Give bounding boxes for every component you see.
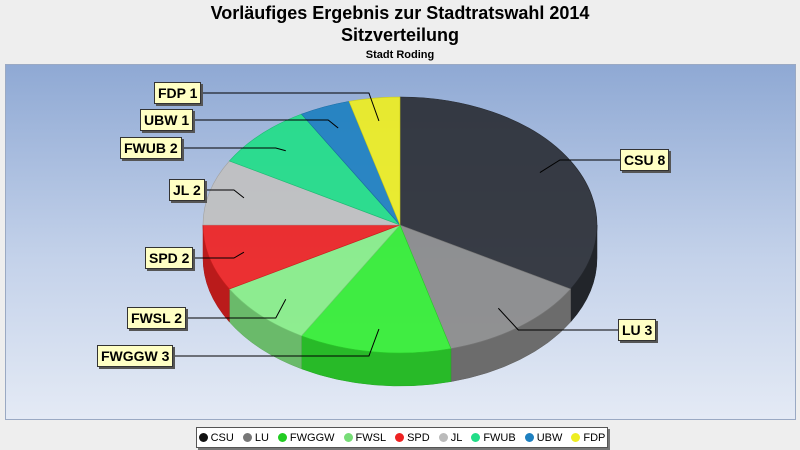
leader-lu	[497, 307, 618, 331]
legend-label: UBW	[536, 431, 563, 444]
slice-fdp	[348, 96, 401, 226]
pie-top	[202, 96, 598, 354]
legend-item-fwub: FWUB	[471, 431, 516, 444]
slice-fwsl	[228, 224, 401, 337]
legend-swatch	[524, 433, 534, 442]
callout-fwub: FWUB 2	[120, 137, 182, 159]
slice-fwub	[228, 113, 401, 226]
legend-item-fwggw: FWGGW	[277, 431, 335, 444]
legend-swatch	[277, 433, 287, 442]
legend-swatch	[343, 433, 353, 442]
slice-lu	[399, 224, 572, 349]
legend-label: CSU	[210, 431, 234, 444]
legend-swatch	[242, 433, 252, 442]
chart-caption: Stadt Roding	[365, 49, 435, 61]
legend-label: JL	[450, 431, 463, 444]
legend-swatch	[571, 433, 581, 442]
pie-side-walls	[202, 224, 598, 387]
callout-spd: SPD 2	[145, 247, 194, 269]
leader-fdp	[201, 92, 380, 122]
slice-csu	[399, 96, 598, 290]
legend-swatch	[471, 433, 481, 442]
leader-csu	[539, 159, 620, 173]
leader-fwggw	[173, 328, 380, 357]
chart-subtitle: Sitzverteilung	[340, 25, 460, 45]
leader-lines	[173, 92, 620, 357]
legend-label: FWUB	[483, 431, 516, 444]
callout-csu: CSU 8	[620, 149, 670, 171]
callout-ubw: UBW 1	[140, 109, 194, 131]
legend-item-fdp: FDP	[571, 432, 605, 444]
callout-fwsl: FWSL 2	[127, 307, 187, 329]
leader-ubw	[193, 119, 339, 129]
legend-label: LU	[254, 431, 269, 444]
legend-item-jl: JL	[438, 431, 463, 444]
leader-spd	[193, 251, 245, 259]
legend-item-csu: CSU	[198, 431, 234, 444]
slice-fwggw	[300, 224, 452, 354]
legend-item-spd: SPD	[395, 432, 430, 444]
slice-jl	[202, 160, 401, 226]
callout-lu: LU 3	[618, 319, 657, 341]
callout-jl: JL 2	[169, 179, 205, 201]
legend-swatch	[395, 433, 405, 442]
callout-fdp: FDP 1	[154, 82, 202, 104]
legend-label: FWSL	[355, 431, 387, 444]
leader-fwsl	[186, 298, 287, 319]
legend-swatch	[438, 433, 448, 442]
legend-item-lu: LU	[242, 431, 269, 444]
legend: CSU LU FWGGW FWSL SPD JL FWUB UBW FDP	[196, 427, 608, 448]
legend-item-fwsl: FWSL	[343, 431, 387, 444]
legend-swatch	[198, 433, 208, 442]
callout-fwggw: FWGGW 3	[97, 345, 174, 367]
chart-title: Vorläufiges Ergebnis zur Stadtratswahl 2…	[210, 3, 590, 23]
legend-label: FWGGW	[289, 431, 335, 444]
legend-label: FDP	[583, 431, 606, 444]
leader-fwub	[182, 147, 286, 152]
legend-item-ubw: UBW	[524, 431, 563, 444]
leader-jl	[205, 189, 245, 199]
legend-label: SPD	[407, 431, 430, 444]
